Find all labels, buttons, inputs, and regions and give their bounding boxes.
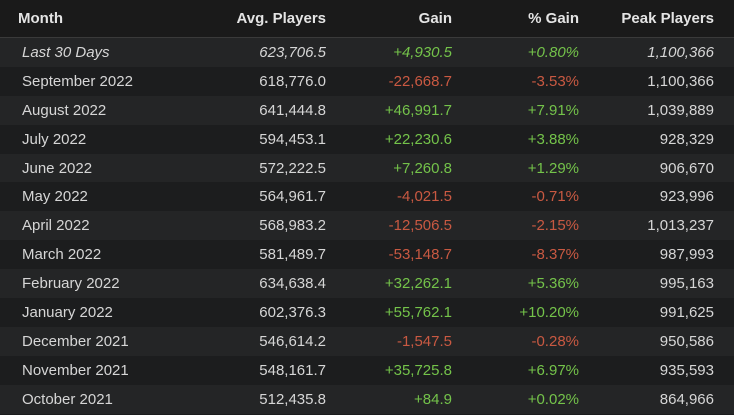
table-cell: June 2022 xyxy=(0,153,196,183)
column-header: % Gain xyxy=(452,0,579,38)
table-row: April 2022 568,983.2 -12,506.5 -2.15% 1,013,… xyxy=(0,211,734,241)
table-cell: 1,100,366 xyxy=(579,37,734,67)
table-row: August 2022 641,444.8 +46,991.7 +7.91% 1,039… xyxy=(0,95,734,125)
column-header: Avg. Players xyxy=(196,0,326,38)
table-cell: 935,593 xyxy=(579,355,734,385)
table-row: October 2021 512,435.8 +84.9 +0.02% 864,966 xyxy=(0,384,734,414)
table-cell: 618,776.0 xyxy=(196,66,326,96)
table-cell: +84.9 xyxy=(326,384,452,414)
table-row: March 2022 581,489.7 -53,148.7 -8.37% 987,99… xyxy=(0,240,734,270)
table-cell: 987,993 xyxy=(579,240,734,270)
table-cell: 572,222.5 xyxy=(196,153,326,183)
table-cell: 1,039,889 xyxy=(579,95,734,125)
table-cell: February 2022 xyxy=(0,269,196,299)
table-cell: 923,996 xyxy=(579,182,734,212)
table-cell: 594,453.1 xyxy=(196,124,326,154)
table-cell: December 2021 xyxy=(0,326,196,356)
table-row: May 2022 564,961.7 -4,021.5 -0.71% 923,996 xyxy=(0,182,734,212)
table-cell: -0.71% xyxy=(452,182,579,212)
table-cell: +22,230.6 xyxy=(326,124,452,154)
table-cell: +6.97% xyxy=(452,355,579,385)
table-row: June 2022 572,222.5 +7,260.8 +1.29% 906,670 xyxy=(0,153,734,183)
table-cell: 512,435.8 xyxy=(196,384,326,414)
table-cell: +7,260.8 xyxy=(326,153,452,183)
table-cell: -22,668.7 xyxy=(326,66,452,96)
table-row: November 2021 548,161.7 +35,725.8 +6.97% 935… xyxy=(0,355,734,385)
table-row: February 2022 634,638.4 +32,262.1 +5.36% 995… xyxy=(0,269,734,299)
table-cell: Last 30 Days xyxy=(0,37,196,67)
table-head: Month Avg. Players Gain% Gain Peak Players xyxy=(0,0,734,38)
table-cell: -8.37% xyxy=(452,240,579,270)
table-cell: 864,966 xyxy=(579,384,734,414)
table-cell: August 2022 xyxy=(0,95,196,125)
table-cell: January 2022 xyxy=(0,298,196,327)
table-row: January 2022 602,376.3 +55,762.1 +10.20% 991… xyxy=(0,298,734,327)
table-cell: +0.02% xyxy=(452,384,579,414)
table-cell: 928,329 xyxy=(579,124,734,154)
table-cell: +46,991.7 xyxy=(326,95,452,125)
table-cell: -1,547.5 xyxy=(326,326,452,356)
table-cell: 568,983.2 xyxy=(196,211,326,241)
column-header: Month xyxy=(0,0,196,38)
table-cell: 950,586 xyxy=(579,326,734,356)
table-body: Last 30 Days 623,706.5 +4,930.5 +0.80% 1,100… xyxy=(0,37,734,414)
table-cell: 623,706.5 xyxy=(196,37,326,67)
table-cell: -12,506.5 xyxy=(326,211,452,241)
table-cell: July 2022 xyxy=(0,124,196,154)
table-cell: 546,614.2 xyxy=(196,326,326,356)
table-cell: November 2021 xyxy=(0,355,196,385)
table-cell: +3.88% xyxy=(452,124,579,154)
table-cell: +7.91% xyxy=(452,95,579,125)
table-row: December 2021 546,614.2 -1,547.5 -0.28% 950,… xyxy=(0,326,734,356)
table-cell: April 2022 xyxy=(0,211,196,241)
table-cell: +4,930.5 xyxy=(326,37,452,67)
table-cell: 1,013,237 xyxy=(579,211,734,241)
table-cell: September 2022 xyxy=(0,66,196,96)
table-cell: -3.53% xyxy=(452,66,579,96)
table-cell: 906,670 xyxy=(579,153,734,183)
table-cell: 548,161.7 xyxy=(196,355,326,385)
table-cell: 602,376.3 xyxy=(196,298,326,327)
table-cell: +1.29% xyxy=(452,153,579,183)
table-cell: +32,262.1 xyxy=(326,269,452,299)
table-cell: 581,489.7 xyxy=(196,240,326,270)
table-row: September 2022 618,776.0 -22,668.7 -3.53% 1,… xyxy=(0,66,734,96)
table-cell: 995,163 xyxy=(579,269,734,299)
table-cell: 991,625 xyxy=(579,298,734,327)
table-cell: +35,725.8 xyxy=(326,355,452,385)
table-row: Last 30 Days 623,706.5 +4,930.5 +0.80% 1,100… xyxy=(0,37,734,67)
table-row: July 2022 594,453.1 +22,230.6 +3.88% 928,329 xyxy=(0,124,734,154)
table-cell: +0.80% xyxy=(452,37,579,67)
table-cell: May 2022 xyxy=(0,182,196,212)
table-cell: -0.28% xyxy=(452,326,579,356)
table-cell: +55,762.1 xyxy=(326,298,452,327)
table-cell: -4,021.5 xyxy=(326,182,452,212)
table-cell: +5.36% xyxy=(452,269,579,299)
column-header: Peak Players xyxy=(579,0,734,38)
table-cell: 641,444.8 xyxy=(196,95,326,125)
header-row: Month Avg. Players Gain% Gain Peak Players xyxy=(0,0,734,38)
column-header: Gain xyxy=(326,0,452,38)
table-cell: 634,638.4 xyxy=(196,269,326,299)
table-cell: October 2021 xyxy=(0,384,196,414)
table-cell: 1,100,366 xyxy=(579,66,734,96)
table-cell: -2.15% xyxy=(452,211,579,241)
table-cell: 564,961.7 xyxy=(196,182,326,212)
table-cell: +10.20% xyxy=(452,298,579,327)
table-cell: March 2022 xyxy=(0,240,196,270)
table-cell: -53,148.7 xyxy=(326,240,452,270)
